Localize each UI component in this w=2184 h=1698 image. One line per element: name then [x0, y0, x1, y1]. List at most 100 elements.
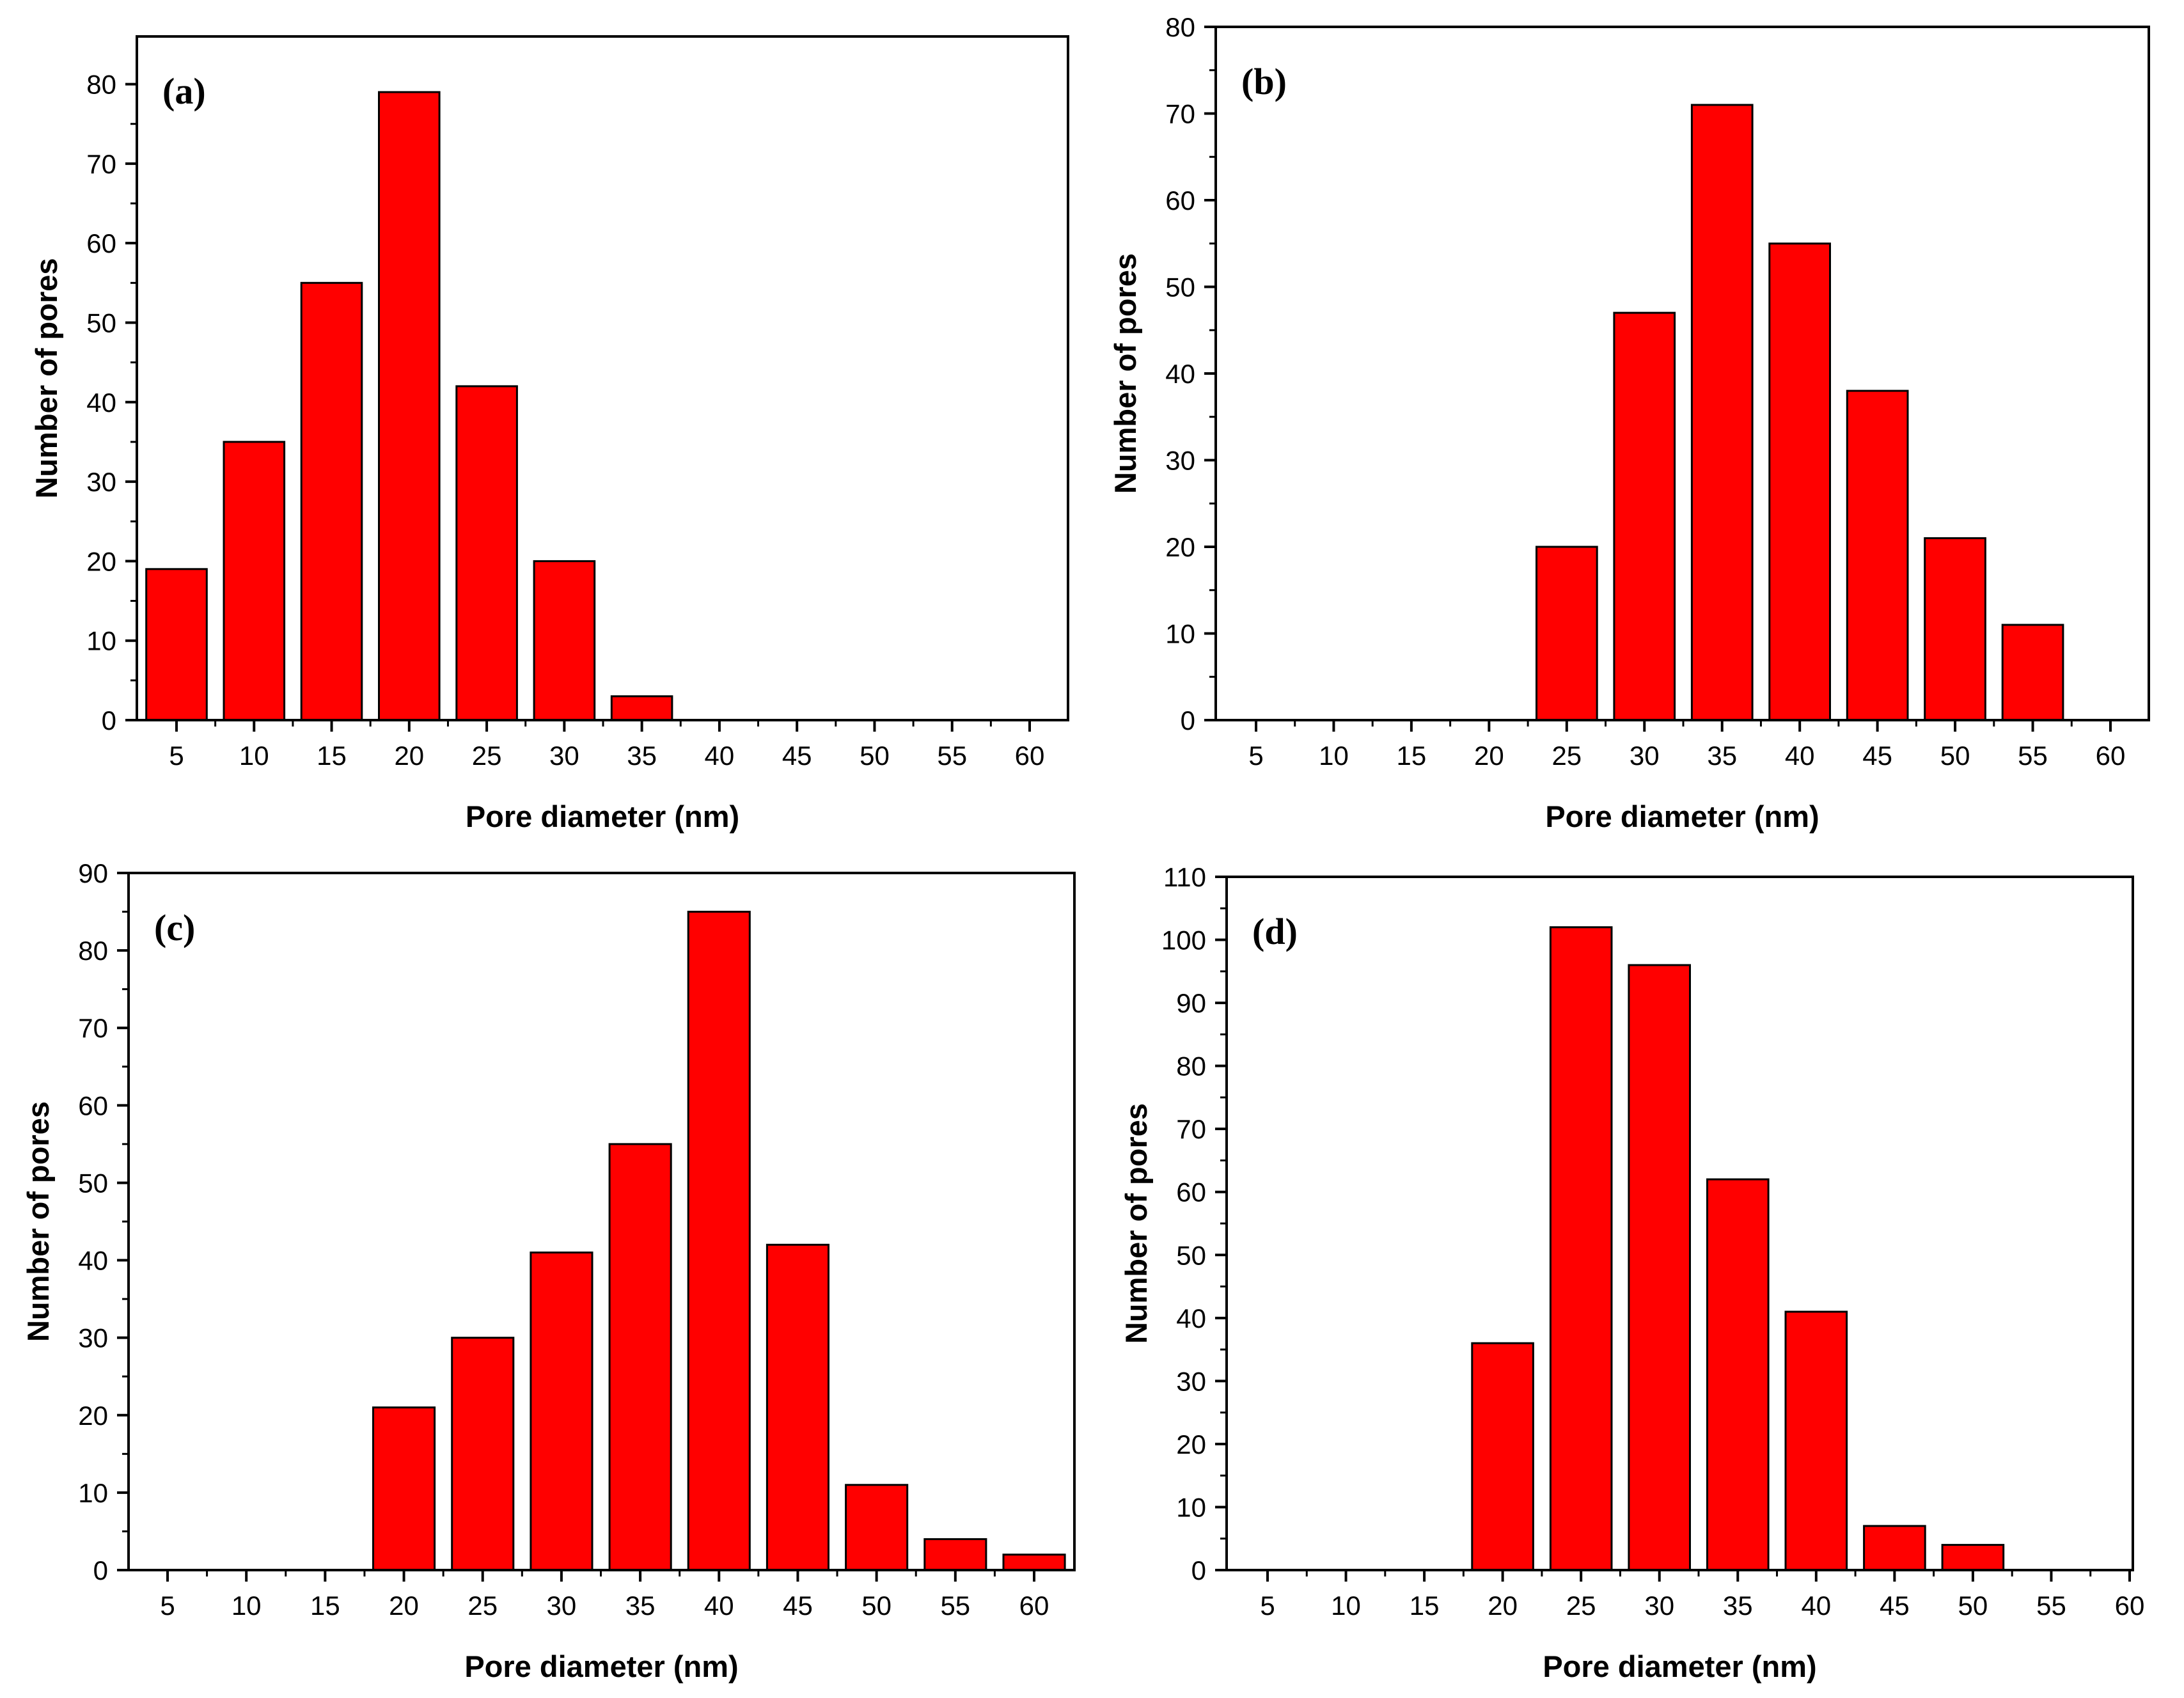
x-axis-title-c: Pore diameter (nm) [464, 1649, 738, 1683]
y-tick-label-c-60: 60 [78, 1090, 108, 1120]
y-tick-label-d-20: 20 [1176, 1429, 1206, 1459]
bar-b-40nm [1768, 242, 1832, 721]
y-tick-label-d-0: 0 [1191, 1555, 1206, 1585]
bar-d-25nm [1549, 926, 1613, 1571]
x-tick-label-a-50: 50 [860, 741, 890, 771]
x-tick-label-d-50: 50 [1958, 1591, 1988, 1621]
x-tick-label-b-45: 45 [1862, 741, 1892, 771]
x-tick-label-c-60: 60 [1019, 1591, 1049, 1621]
x-tick-label-a-10: 10 [239, 741, 269, 771]
y-tick-label-a-10: 10 [86, 626, 116, 656]
bar-a-25nm [455, 385, 518, 721]
y-tick-label-a-80: 80 [86, 70, 116, 100]
panel-label-a: (a) [162, 70, 206, 112]
bar-a-5nm [145, 568, 208, 721]
bar-c-25nm [451, 1337, 515, 1571]
y-tick-label-b-40: 40 [1165, 359, 1195, 389]
bar-a-15nm [300, 281, 363, 721]
x-tick-label-d-35: 35 [1723, 1591, 1753, 1621]
x-tick-label-c-15: 15 [310, 1591, 340, 1621]
y-tick-label-a-0: 0 [102, 705, 116, 735]
bar-a-10nm [223, 441, 286, 721]
y-tick-label-c-20: 20 [78, 1401, 108, 1431]
x-tick-label-d-15: 15 [1410, 1591, 1440, 1621]
y-tick-label-d-50: 50 [1176, 1240, 1206, 1270]
y-tick-label-d-70: 70 [1176, 1114, 1206, 1144]
x-tick-label-c-25: 25 [467, 1591, 498, 1621]
bar-c-45nm [766, 1243, 830, 1571]
y-tick-label-c-40: 40 [78, 1246, 108, 1276]
y-axis-title-d: Number of pores [1119, 1103, 1153, 1344]
x-tick-label-a-60: 60 [1015, 741, 1045, 771]
x-tick-label-b-25: 25 [1552, 741, 1582, 771]
x-tick-label-b-10: 10 [1319, 741, 1349, 771]
y-tick-label-c-70: 70 [78, 1013, 108, 1043]
x-tick-label-b-60: 60 [2096, 741, 2126, 771]
y-tick-label-a-50: 50 [86, 308, 116, 338]
y-tick-label-d-80: 80 [1176, 1051, 1206, 1081]
x-tick-label-a-35: 35 [627, 741, 657, 771]
x-tick-label-c-10: 10 [232, 1591, 262, 1621]
chart-panel-d: 5 10 15 20 25 30 35 40 45 50 55 60 0 10 20 30 40 50 60 70 80… [1119, 862, 2144, 1683]
x-tick-label-d-45: 45 [1880, 1591, 1910, 1621]
y-axis-title-c: Number of pores [21, 1101, 55, 1342]
x-tick-label-b-50: 50 [1940, 741, 1970, 771]
y-tick-label-a-70: 70 [86, 149, 116, 179]
x-tick-label-d-30: 30 [1644, 1591, 1674, 1621]
y-tick-label-b-20: 20 [1165, 532, 1195, 562]
y-tick-label-c-50: 50 [78, 1168, 108, 1198]
bar-c-50nm [845, 1484, 909, 1571]
x-tick-label-b-35: 35 [1707, 741, 1737, 771]
bar-c-60nm [1002, 1553, 1066, 1571]
chart-panel-a: 5 10 15 20 25 30 35 40 45 50 55 60 0 10 20 30 40 50 60 70 80… [29, 35, 1069, 833]
x-tick-label-b-15: 15 [1397, 741, 1427, 771]
y-tick-label-a-60: 60 [86, 228, 116, 258]
panel-label-b: (b) [1241, 61, 1287, 102]
x-tick-label-b-5: 5 [1248, 741, 1263, 771]
chart-panel-b: 5 10 15 20 25 30 35 40 45 50 55 60 0 10 20 30 40 50 60 70 80… [1108, 12, 2150, 833]
x-tick-label-a-55: 55 [937, 741, 967, 771]
y-tick-label-d-110: 110 [1163, 862, 1206, 892]
x-tick-label-c-35: 35 [625, 1591, 656, 1621]
y-tick-label-a-30: 30 [86, 467, 116, 497]
x-tick-label-d-55: 55 [2036, 1591, 2066, 1621]
bar-c-40nm [687, 911, 751, 1571]
y-tick-label-d-10: 10 [1176, 1492, 1206, 1522]
x-axis-title-d: Pore diameter (nm) [1543, 1649, 1816, 1683]
bar-b-55nm [2001, 624, 2064, 721]
y-axis-title-a: Number of pores [29, 258, 63, 498]
x-tick-label-d-10: 10 [1331, 1591, 1361, 1621]
x-tick-label-a-20: 20 [394, 741, 424, 771]
bar-c-30nm [530, 1251, 593, 1571]
x-tick-label-c-30: 30 [547, 1591, 577, 1621]
x-tick-label-d-25: 25 [1566, 1591, 1596, 1621]
x-tick-label-c-40: 40 [704, 1591, 734, 1621]
x-tick-label-d-60: 60 [2115, 1591, 2145, 1621]
y-tick-label-a-40: 40 [86, 388, 116, 418]
x-tick-label-c-20: 20 [389, 1591, 419, 1621]
y-tick-label-d-100: 100 [1161, 925, 1206, 955]
x-tick-label-a-25: 25 [472, 741, 502, 771]
y-tick-label-c-80: 80 [78, 936, 108, 966]
y-tick-label-b-30: 30 [1165, 446, 1195, 476]
bar-b-30nm [1613, 311, 1676, 721]
x-tick-label-c-45: 45 [783, 1591, 813, 1621]
chart-panel-c: 5 10 15 20 25 30 35 40 45 50 55 60 0 10 20 30 40 50 60 70 80… [21, 858, 1076, 1683]
bar-d-20nm [1471, 1342, 1534, 1571]
y-tick-label-b-0: 0 [1181, 705, 1195, 735]
y-tick-label-b-80: 80 [1165, 12, 1195, 42]
y-tick-label-d-40: 40 [1176, 1303, 1206, 1333]
x-tick-label-b-55: 55 [2018, 741, 2048, 771]
x-tick-label-b-40: 40 [1785, 741, 1815, 771]
bar-b-35nm [1690, 104, 1754, 721]
bar-b-25nm [1536, 546, 1598, 721]
bar-a-30nm [533, 560, 596, 721]
y-tick-label-d-60: 60 [1176, 1177, 1206, 1207]
bar-a-20nm [378, 91, 441, 721]
x-tick-label-d-5: 5 [1260, 1591, 1275, 1621]
y-tick-label-a-20: 20 [86, 546, 116, 576]
y-tick-label-c-90: 90 [78, 858, 108, 888]
y-tick-label-c-10: 10 [78, 1478, 108, 1508]
y-tick-label-c-30: 30 [78, 1323, 108, 1353]
